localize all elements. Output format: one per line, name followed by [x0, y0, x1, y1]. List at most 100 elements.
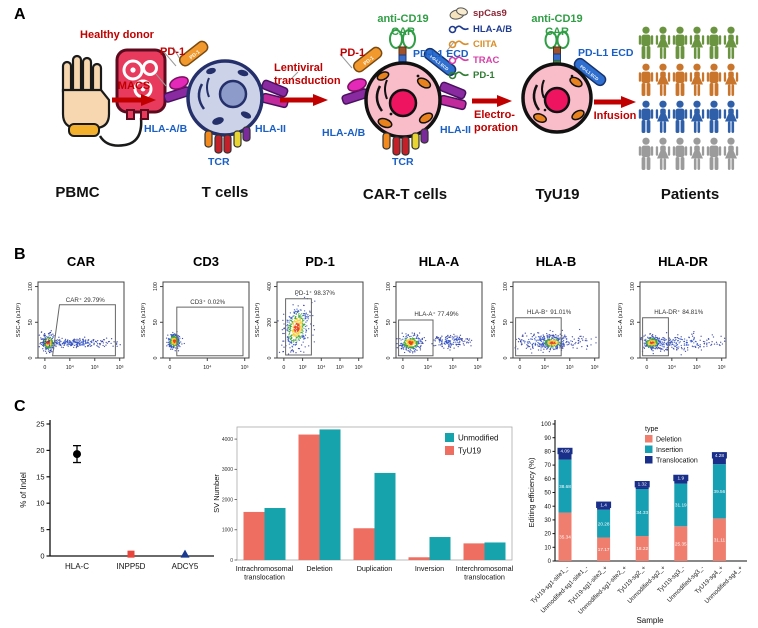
- svg-text:100: 100: [541, 422, 552, 428]
- svg-text:10⁴: 10⁴: [203, 365, 212, 371]
- svg-text:100: 100: [153, 282, 159, 291]
- electroporation-arrow: [472, 95, 512, 107]
- sv-number-chart: 0 1000 2000 3000 4000 SV Number Intrachromosom…: [212, 405, 514, 595]
- svg-text:100: 100: [386, 282, 392, 291]
- svg-text:4.09: 4.09: [560, 448, 570, 453]
- svg-text:0: 0: [153, 356, 159, 359]
- svg-text:INPP5D: INPP5D: [117, 562, 146, 571]
- crispr-legend-label: TRAC: [473, 54, 500, 66]
- crispr-legend-item: spCas9: [448, 6, 560, 22]
- svg-text:Unmodified-sg4_+: Unmodified-sg4_+: [704, 564, 745, 605]
- car-t-cell-icon: PD-1 PD-L1 ECD: [339, 29, 467, 156]
- svg-text:Intrachromosomal: Intrachromosomal: [236, 564, 294, 573]
- patient-female-icon: [689, 137, 705, 170]
- svg-text:0: 0: [28, 356, 34, 359]
- svg-text:Deletion: Deletion: [656, 437, 682, 444]
- svg-text:18.22: 18.22: [636, 546, 648, 551]
- patient-male-icon: [672, 137, 688, 170]
- svg-text:SV Number: SV Number: [212, 474, 221, 513]
- svg-text:90: 90: [544, 436, 551, 442]
- flow-plot-title: CD3: [193, 254, 219, 269]
- svg-text:1000: 1000: [222, 528, 233, 534]
- svg-text:CAR⁺ 29.79%: CAR⁺ 29.79%: [66, 297, 106, 304]
- svg-text:Deletion: Deletion: [306, 564, 332, 573]
- patients-row: [638, 26, 739, 63]
- car-t-pd1-label: PD-1: [340, 47, 366, 59]
- lentiviral-label: Lentiviral transduction: [274, 62, 341, 87]
- svg-text:Duplication: Duplication: [357, 564, 393, 573]
- tyu19-car-label-line2: CAR: [545, 26, 569, 38]
- patient-female-icon: [723, 63, 739, 96]
- tcr-protein-icon: [204, 126, 251, 154]
- svg-text:10⁴: 10⁴: [424, 365, 433, 371]
- svg-text:HLA-B⁺ 91.01%: HLA-B⁺ 91.01%: [527, 309, 572, 316]
- patient-female-icon: [689, 100, 705, 133]
- t-cell-icon: PD-1: [155, 40, 299, 154]
- svg-text:35.34: 35.34: [559, 534, 571, 539]
- panel-a-label: A: [14, 6, 26, 23]
- patient-female-icon: [655, 26, 671, 59]
- crispr-legend-item: CIITA: [448, 37, 560, 53]
- t-cell-pd1-label: PD-1: [160, 46, 186, 58]
- svg-text:10⁵: 10⁵: [241, 365, 249, 371]
- svg-text:translocation: translocation: [464, 573, 505, 582]
- svg-text:Editing efficiency (%): Editing efficiency (%): [527, 457, 536, 527]
- caption-t-cells: T cells: [201, 184, 249, 201]
- svg-text:10⁶: 10⁶: [474, 365, 482, 371]
- svg-text:10⁵: 10⁵: [336, 365, 344, 371]
- svg-text:SSC-A (x10⁵): SSC-A (x10⁵): [617, 303, 624, 338]
- svg-text:30: 30: [544, 518, 551, 524]
- svg-text:70: 70: [544, 463, 551, 469]
- svg-text:0: 0: [40, 552, 44, 561]
- tyu19-car-label-line1: anti-CD19: [531, 13, 583, 25]
- svg-text:10⁶: 10⁶: [355, 365, 363, 371]
- svg-text:SSC-A (x10⁵): SSC-A (x10⁵): [490, 303, 497, 338]
- tyu19-cell-icon: PD-L1 ECD: [521, 31, 607, 134]
- svg-text:HLA-A⁺ 77.49%: HLA-A⁺ 77.49%: [414, 311, 459, 318]
- car-t-car-label-line2: CAR: [391, 26, 415, 38]
- svg-text:% of Indel: % of Indel: [19, 472, 28, 508]
- svg-text:31.11: 31.11: [714, 537, 726, 542]
- patient-female-icon: [723, 100, 739, 133]
- caption-pbmc: PBMC: [55, 184, 100, 201]
- svg-text:CD3⁺ 0.02%: CD3⁺ 0.02%: [190, 299, 225, 306]
- patients-row: [638, 137, 739, 174]
- flow-plot-title: HLA-A: [419, 254, 460, 269]
- flow-plot-cd3: CD3 CD3⁺ 0.02% 0 50 100 SSC-A (x10⁵) 0 10⁴ 10⁵: [137, 252, 257, 381]
- crispr-legend-label: CIITA: [473, 39, 498, 51]
- svg-text:10⁵: 10⁵: [449, 365, 457, 371]
- svg-text:TyU19: TyU19: [458, 447, 482, 456]
- svg-text:39.56: 39.56: [714, 489, 726, 494]
- svg-text:34.33: 34.33: [636, 510, 648, 515]
- svg-text:Insertion: Insertion: [656, 447, 683, 454]
- patient-male-icon: [638, 100, 654, 133]
- donor-icon: [61, 48, 167, 147]
- sgrna-icon: [448, 56, 469, 65]
- svg-text:10⁴: 10⁴: [541, 365, 550, 371]
- caption-tyu19: TyU19: [535, 186, 580, 203]
- blood-tube-icon: [98, 117, 143, 147]
- car-t-pdl1-label: PD-L1 ECD: [413, 48, 469, 60]
- svg-text:0: 0: [401, 365, 404, 371]
- infusion-arrow: [594, 96, 636, 108]
- svg-text:0: 0: [168, 365, 171, 371]
- svg-text:60: 60: [544, 477, 551, 483]
- flow-plot-title: HLA-DR: [658, 254, 708, 269]
- svg-text:HLA-C: HLA-C: [65, 562, 89, 571]
- flow-plot-title: PD-1: [305, 254, 335, 269]
- patient-male-icon: [706, 63, 722, 96]
- svg-text:100: 100: [28, 282, 34, 291]
- svg-text:0: 0: [645, 365, 648, 371]
- svg-text:10: 10: [36, 499, 44, 508]
- electroporation-label: Electro- poration: [474, 109, 518, 134]
- svg-text:17.17: 17.17: [598, 547, 610, 552]
- patient-male-icon: [672, 100, 688, 133]
- svg-text:Interchromosomal: Interchromosomal: [456, 564, 514, 573]
- flow-plot-title: CAR: [67, 254, 96, 269]
- car-t-hla-ab-label: HLA-A/B: [322, 127, 366, 139]
- patient-female-icon: [655, 63, 671, 96]
- svg-text:3000: 3000: [222, 467, 233, 473]
- svg-text:0: 0: [548, 559, 552, 565]
- patients-row: [638, 63, 739, 100]
